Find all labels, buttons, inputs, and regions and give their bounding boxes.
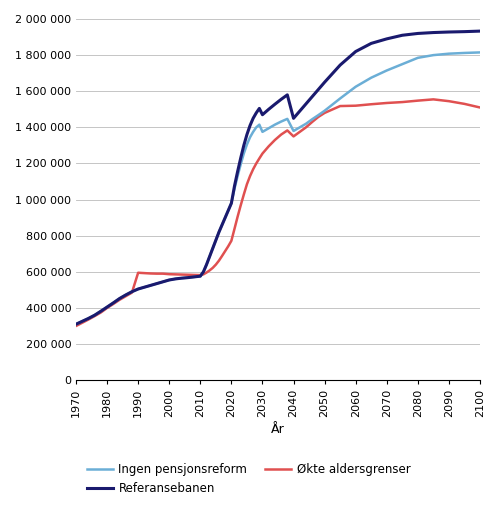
Referansebanen — [160, 279, 166, 285]
Legend: Ingen pensjonsreform, Referansebanen, Økte aldersgrenser: Ingen pensjonsreform, Referansebanen, Øk… — [82, 458, 415, 499]
Line: Ingen pensjonsreform: Ingen pensjonsreform — [76, 52, 480, 324]
Økte aldersgrenser — [477, 105, 483, 111]
Line: Økte aldersgrenser: Økte aldersgrenser — [76, 99, 480, 326]
Referansebanen — [73, 321, 79, 327]
Referansebanen — [477, 28, 483, 34]
Line: Referansebanen: Referansebanen — [76, 31, 480, 324]
Ingen pensjonsreform — [148, 282, 154, 289]
Ingen pensjonsreform — [352, 84, 358, 90]
Ingen pensjonsreform — [73, 321, 79, 327]
Referansebanen — [234, 168, 240, 175]
Ingen pensjonsreform — [160, 279, 166, 285]
Økte aldersgrenser — [352, 103, 358, 109]
Økte aldersgrenser — [430, 96, 436, 103]
Økte aldersgrenser — [200, 271, 206, 278]
Økte aldersgrenser — [148, 270, 154, 277]
Økte aldersgrenser — [73, 323, 79, 329]
Ingen pensjonsreform — [247, 134, 253, 141]
Referansebanen — [247, 122, 253, 129]
Referansebanen — [200, 269, 206, 275]
Økte aldersgrenser — [234, 213, 240, 220]
Referansebanen — [148, 282, 154, 289]
Økte aldersgrenser — [247, 173, 253, 179]
Ingen pensjonsreform — [477, 49, 483, 55]
Referansebanen — [352, 48, 358, 54]
Ingen pensjonsreform — [200, 269, 206, 275]
Ingen pensjonsreform — [234, 173, 240, 179]
X-axis label: År: År — [271, 423, 285, 436]
Økte aldersgrenser — [160, 270, 166, 277]
